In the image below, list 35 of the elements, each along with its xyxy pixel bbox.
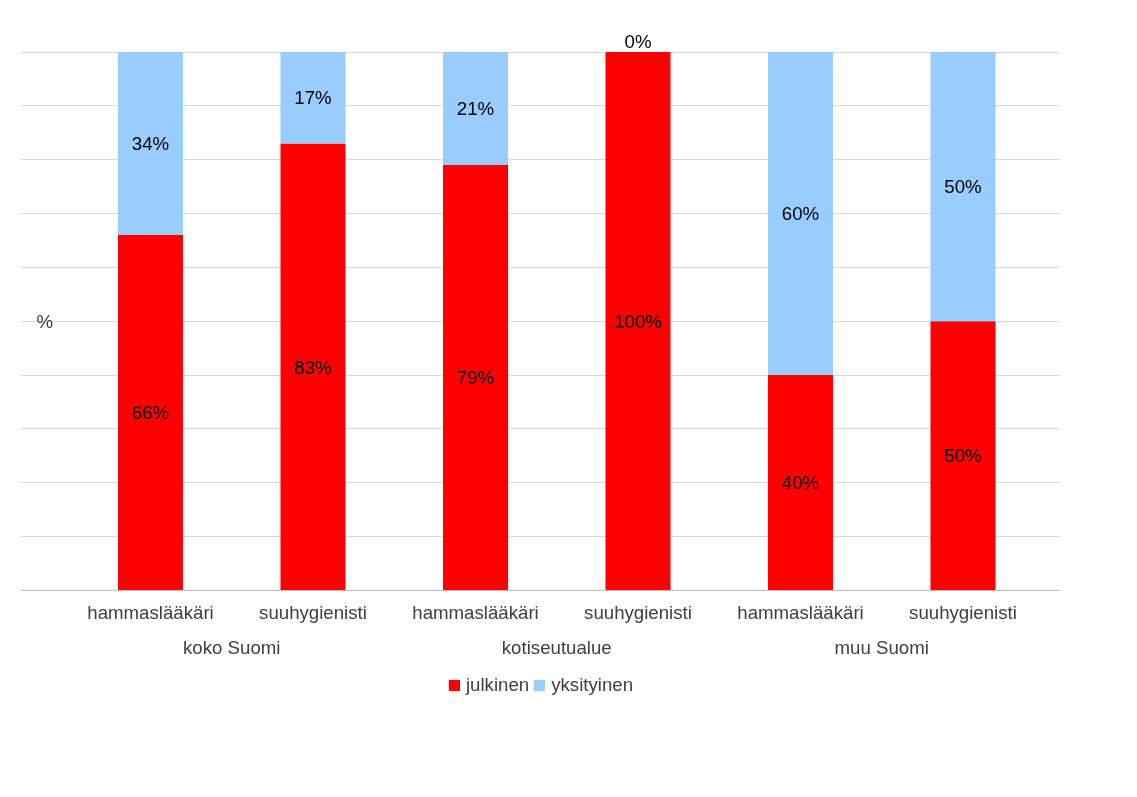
data-label: 0% (624, 31, 652, 53)
data-label: 50% (944, 445, 982, 467)
bar (605, 52, 671, 591)
bar (930, 52, 996, 322)
legend-label: julkinen (465, 674, 530, 696)
bar (280, 52, 346, 144)
bar (118, 52, 183, 236)
x-tick-label: hammaslääkäri (412, 601, 539, 623)
data-label: 100% (614, 310, 662, 332)
data-label: 50% (944, 176, 982, 198)
legend-label: yksityinen (551, 674, 634, 696)
data-label: 79% (456, 367, 495, 389)
text: koko Suomi (183, 636, 281, 658)
data-label: 34% (131, 133, 170, 155)
bar (443, 165, 508, 591)
data-label: 60% (781, 203, 820, 225)
bar (768, 52, 833, 376)
bar (118, 235, 183, 591)
x-tick-label: hammaslääkäri (87, 601, 214, 623)
bar (443, 52, 508, 166)
text: muu Suomi (834, 636, 929, 658)
data-label: 66% (131, 402, 170, 424)
x-tick-label: suuhygienisti (259, 601, 367, 623)
y-axis-title: % (36, 310, 54, 332)
bar (768, 375, 833, 591)
bar (930, 321, 996, 591)
data-label: 40% (781, 472, 820, 494)
bar (280, 143, 346, 591)
x-tick-label: suuhygienisti (584, 601, 692, 623)
x-tick-label: hammaslääkäri (737, 601, 864, 623)
data-label: 17% (294, 87, 332, 109)
x-tick-label: suuhygienisti (909, 601, 1017, 623)
text: kotiseutualue (501, 636, 612, 658)
data-label: 83% (294, 356, 332, 378)
data-label: 21% (456, 98, 495, 120)
